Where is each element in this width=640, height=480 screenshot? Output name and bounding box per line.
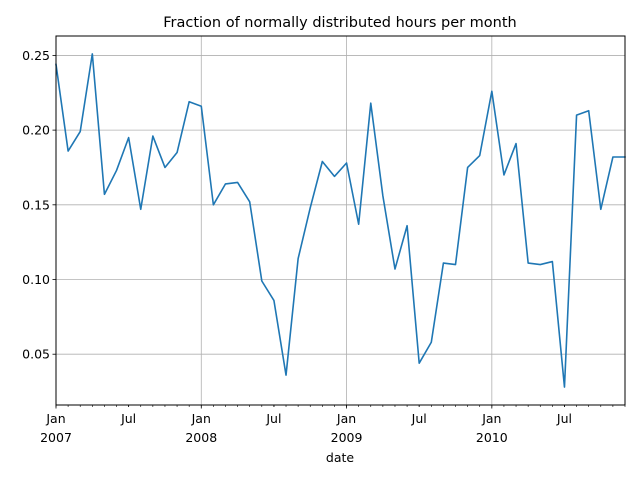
x-tick-label: Jan (45, 411, 65, 426)
x-tick-label: Jan (336, 411, 356, 426)
x-tick-label: Jul (556, 411, 572, 426)
series-line (55, 53, 626, 388)
x-tick-label: Jul (265, 411, 281, 426)
y-tick-label: 0.05 (22, 347, 50, 362)
x-axis: Jan 2007 Jul Jan 2008 Jul Jan 2009 Jul Jan 2010 Jul (40, 405, 626, 445)
x-tick-year-label: 2008 (185, 430, 217, 445)
plot-frame (55, 35, 626, 406)
y-tick-label: 0.10 (22, 272, 50, 287)
y-tick-label: 0.25 (22, 48, 50, 63)
x-tick-year-label: 2009 (331, 430, 363, 445)
y-tick-label: 0.15 (22, 197, 50, 212)
x-tick-label: Jul (120, 411, 136, 426)
x-axis-label: date (326, 450, 354, 465)
x-tick-year-label: 2007 (40, 430, 72, 445)
y-tick-label: 0.20 (22, 123, 50, 138)
x-tick-label: Jan (191, 411, 211, 426)
y-axis: 0.05 0.10 0.15 0.20 0.25 (22, 48, 56, 362)
x-tick-label: Jul (411, 411, 427, 426)
chart-title: Fraction of normally distributed hours p… (163, 15, 517, 31)
x-tick-year-label: 2010 (476, 430, 508, 445)
x-tick-label: Jan (481, 411, 501, 426)
series-layer (55, 53, 626, 388)
